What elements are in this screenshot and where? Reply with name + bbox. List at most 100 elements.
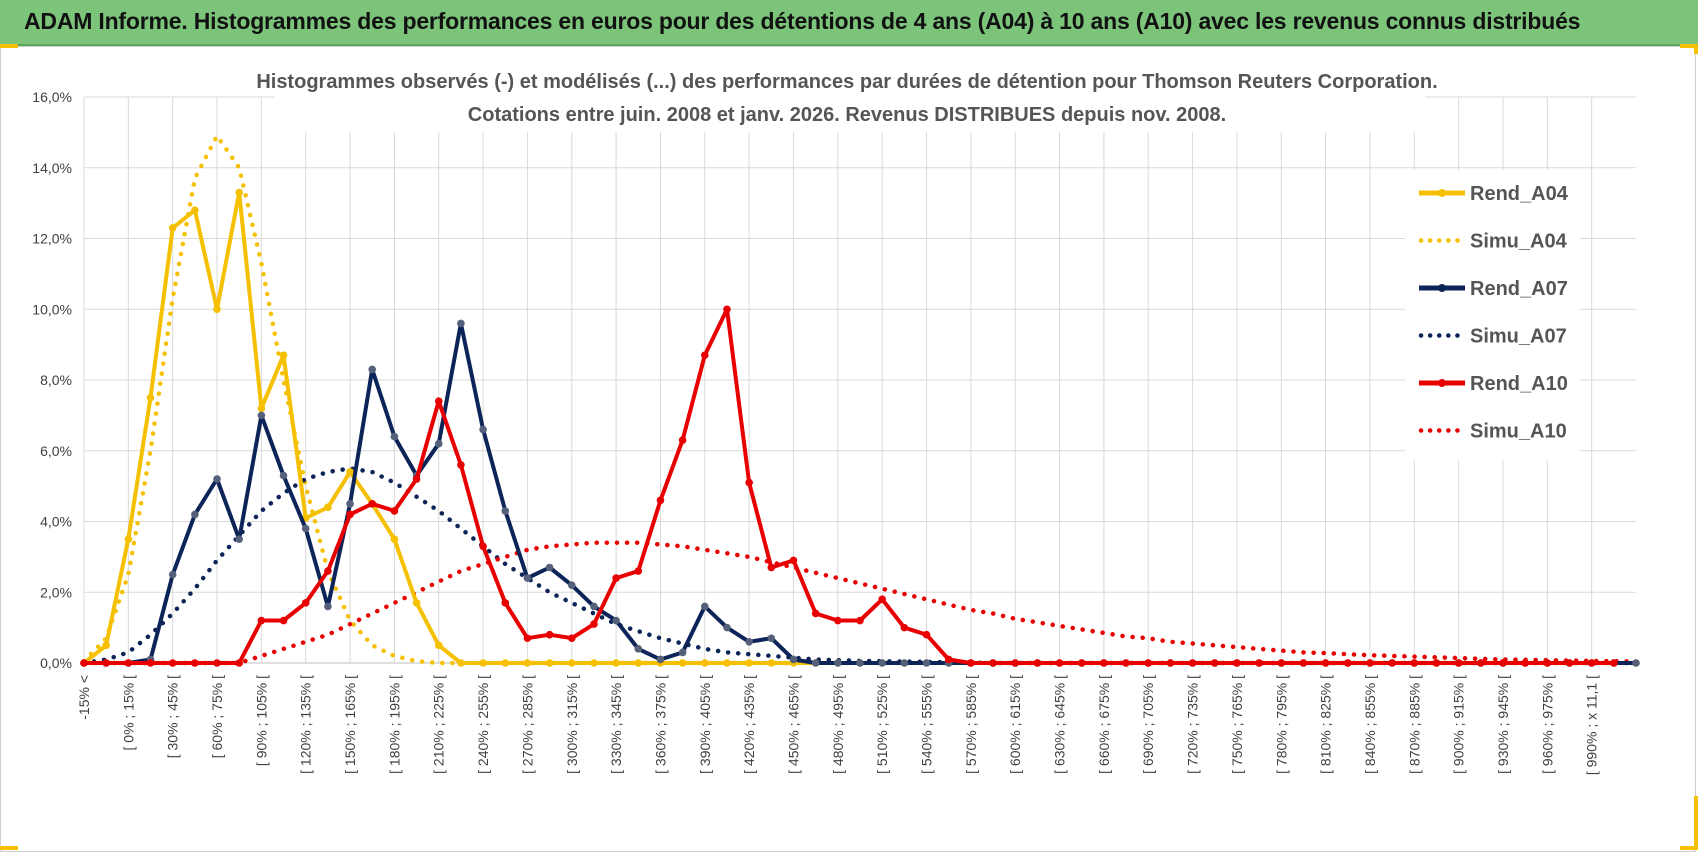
data-point-Rend_A07 xyxy=(567,581,576,589)
data-point-Rend_A07 xyxy=(590,602,598,611)
legend-label: Simu_A04 xyxy=(1470,231,1568,253)
data-point-Rend_A04 xyxy=(324,503,332,512)
data-point-Rend_A10 xyxy=(102,659,110,667)
data-series xyxy=(80,131,1640,667)
x-tick-label: [ 390% ; 405% [ xyxy=(697,675,713,774)
y-tick-label: 16,0% xyxy=(32,89,72,105)
x-tick-label: [ 750% ; 765% [ xyxy=(1229,675,1245,774)
data-point-Rend_A10 xyxy=(612,574,620,582)
y-tick-label: 10,0% xyxy=(32,301,72,317)
data-point-Rend_A04 xyxy=(501,659,510,667)
data-point-Rend_A07 xyxy=(257,411,266,420)
data-point-Rend_A07 xyxy=(324,602,332,611)
data-point-Rend_A10 xyxy=(1077,659,1086,667)
data-point-Rend_A10 xyxy=(279,616,288,625)
legend-label: Rend_A07 xyxy=(1470,278,1568,300)
chart-frame xyxy=(0,46,1696,852)
data-point-Rend_A10 xyxy=(434,397,443,406)
data-point-Rend_A10 xyxy=(257,616,266,625)
series-line-Simu_A10 xyxy=(81,540,1639,666)
data-point-Rend_A07 xyxy=(545,563,554,572)
data-point-Rend_A10 xyxy=(856,616,864,625)
y-tick-label: 4,0% xyxy=(40,514,72,530)
legend-label: Simu_A10 xyxy=(1470,421,1567,443)
data-point-Rend_A04 xyxy=(279,351,288,360)
x-tick-label: [ 960% ; 975% [ xyxy=(1539,675,1555,774)
data-point-Rend_A07 xyxy=(457,319,465,328)
data-point-Rend_A10 xyxy=(1543,659,1552,667)
data-point-Rend_A10 xyxy=(479,542,487,551)
x-tick-label: [ 240% ; 255% [ xyxy=(475,675,491,774)
data-point-Rend_A07 xyxy=(767,634,776,643)
data-point-Rend_A04 xyxy=(434,641,443,650)
data-point-Rend_A04 xyxy=(168,224,177,232)
corner-marker xyxy=(0,846,18,850)
data-point-Rend_A10 xyxy=(634,567,643,575)
x-tick-label: [ 570% ; 585% [ xyxy=(963,675,979,774)
chart-subtitle: Cotations entre juin. 2008 et janv. 2026… xyxy=(468,104,1226,126)
data-point-Rend_A10 xyxy=(967,659,975,667)
data-point-Rend_A07 xyxy=(346,500,354,508)
data-point-Rend_A10 xyxy=(834,616,842,625)
x-tick-label: [ 930% ; 945% [ xyxy=(1495,675,1511,774)
data-point-Rend_A07 xyxy=(723,623,731,632)
data-point-Rend_A07 xyxy=(279,471,288,480)
data-point-Rend_A10 xyxy=(412,475,421,483)
data-point-Rend_A10 xyxy=(523,634,532,643)
report-banner: ADAM Informe. Histogrammes des performan… xyxy=(0,0,1698,46)
data-point-Rend_A10 xyxy=(701,351,709,360)
data-point-Rend_A10 xyxy=(191,659,199,667)
y-tick-label: 2,0% xyxy=(40,584,72,600)
x-tick-label: [ 360% ; 375% [ xyxy=(652,675,668,774)
x-tick-label: [ 990% ; x 11,1 [ xyxy=(1584,675,1600,775)
data-point-Rend_A10 xyxy=(789,556,798,565)
data-point-Rend_A04 xyxy=(191,206,199,214)
corner-marker xyxy=(1694,44,1698,54)
corner-marker xyxy=(1680,846,1698,850)
legend-item: Simu_A07 xyxy=(1418,326,1567,348)
data-point-Rend_A07 xyxy=(789,655,798,664)
data-point-Rend_A07 xyxy=(834,659,842,667)
legend-swatch-marker xyxy=(1438,189,1446,197)
data-point-Rend_A10 xyxy=(1277,659,1286,667)
data-point-Rend_A10 xyxy=(745,478,753,487)
data-point-Rend_A04 xyxy=(346,468,354,476)
x-tick-label: [ 300% ; 315% [ xyxy=(564,675,580,774)
legend-swatch-marker xyxy=(1438,284,1446,292)
data-point-Rend_A04 xyxy=(257,404,266,413)
data-point-Rend_A04 xyxy=(678,659,687,667)
data-point-Rend_A10 xyxy=(1321,659,1330,667)
data-point-Rend_A10 xyxy=(390,507,399,515)
data-point-Rend_A04 xyxy=(235,188,243,197)
y-axis-ticks: 0,0% 2,0% 4,0% 6,0% 8,0% 10,0% 12,0% 14,0% 16,0% xyxy=(32,89,72,671)
x-tick-label: [ 840% ; 855% [ xyxy=(1362,675,1378,774)
legend-item: Rend_A07 xyxy=(1419,278,1568,300)
data-point-Rend_A10 xyxy=(368,500,377,508)
data-point-Rend_A10 xyxy=(1454,659,1463,667)
data-point-Rend_A07 xyxy=(368,365,377,374)
data-point-Rend_A10 xyxy=(678,436,687,444)
data-point-Rend_A10 xyxy=(1055,659,1064,667)
data-point-Rend_A07 xyxy=(922,659,931,667)
data-point-Rend_A10 xyxy=(1565,659,1574,667)
legend-item: Simu_A10 xyxy=(1418,421,1567,443)
x-axis-ticks: -15% < [ 0% ; 15% [[ 30% ; 45% [[ 60% ; 7… xyxy=(76,675,1600,775)
data-point-Rend_A10 xyxy=(346,510,354,519)
data-point-Rend_A07 xyxy=(1632,659,1640,667)
x-tick-label: [ 330% ; 345% [ xyxy=(608,675,624,774)
data-point-Rend_A10 xyxy=(1122,659,1130,667)
y-tick-label: 12,0% xyxy=(32,231,72,247)
data-point-Rend_A10 xyxy=(1233,659,1241,667)
data-point-Rend_A04 xyxy=(124,535,133,543)
data-point-Rend_A10 xyxy=(1255,659,1263,667)
data-point-Rend_A07 xyxy=(523,574,532,582)
data-point-Rend_A10 xyxy=(656,496,665,505)
legend-swatch-marker xyxy=(1438,379,1446,387)
data-point-Rend_A04 xyxy=(701,659,709,667)
legend-item: Rend_A04 xyxy=(1419,183,1569,205)
series-line-Rend_A10 xyxy=(84,307,1614,665)
data-point-Rend_A10 xyxy=(1210,659,1219,667)
data-point-Rend_A07 xyxy=(191,510,199,519)
data-point-Rend_A04 xyxy=(213,305,221,314)
